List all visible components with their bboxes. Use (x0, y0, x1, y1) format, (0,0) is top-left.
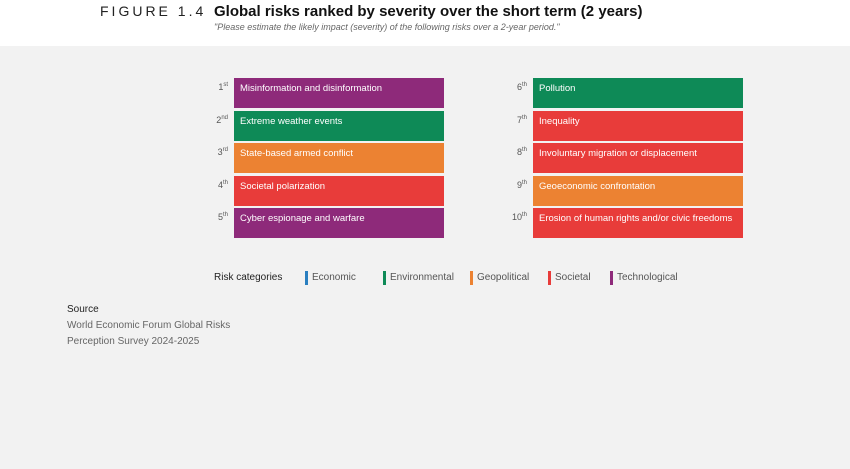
rank-label: 9th (497, 180, 527, 190)
source-line: World Economic Forum Global Risks (67, 320, 231, 331)
rank-label: 5th (198, 212, 228, 222)
rank-label: 3rd (198, 147, 228, 157)
legend-label: Economic (312, 272, 356, 283)
source-line: Perception Survey 2024-2025 (67, 336, 200, 347)
rank-suffix: th (521, 147, 527, 153)
legend-swatch (305, 271, 308, 285)
legend-title: Risk categories (214, 272, 283, 283)
legend-label: Technological (617, 272, 678, 283)
rank-label: 7th (497, 115, 527, 125)
rank-number: 2 (216, 114, 222, 125)
rank-suffix: nd (221, 114, 228, 121)
rank-number: 10 (511, 212, 522, 222)
rank-number: 8 (516, 147, 522, 157)
rank-number: 7 (516, 114, 522, 125)
legend-label: Environmental (390, 272, 454, 283)
risk-box: Cyber espionage and warfare (234, 208, 444, 238)
legend-swatch (470, 271, 473, 285)
header-band (0, 0, 850, 46)
rank-number: 6 (516, 82, 522, 92)
risk-box: Geoeconomic confrontation (533, 175, 743, 206)
rank-label: 6th (497, 82, 527, 92)
legend-item: Environmental (383, 271, 454, 285)
rank-suffix: th (222, 212, 228, 218)
rank-label: 1st (198, 82, 228, 92)
risk-box: Erosion of human rights and/or civic fre… (533, 208, 743, 238)
risk-box: Extreme weather events (234, 110, 444, 141)
source-title: Source (67, 304, 99, 315)
rank-suffix: st (223, 82, 228, 88)
legend-swatch (383, 271, 386, 285)
rank-label: 4th (198, 180, 228, 190)
rank-suffix: th (521, 114, 527, 121)
risk-box: Misinformation and disinformation (234, 78, 444, 108)
rank-number: 1 (218, 82, 224, 92)
legend-item: Economic (305, 271, 356, 285)
title: Global risks ranked by severity over the… (214, 3, 643, 20)
risk-box: State-based armed conflict (234, 143, 444, 173)
figure-label: FIGURE 1.4 (100, 3, 207, 19)
risk-box: Societal polarization (234, 175, 444, 206)
legend-item: Technological (610, 271, 678, 285)
rank-number: 9 (516, 179, 522, 190)
rank-suffix: th (521, 179, 527, 186)
rank-number: 4 (217, 179, 223, 190)
rank-label: 2nd (198, 115, 228, 125)
rank-label: 8th (497, 147, 527, 157)
risk-box: Pollution (533, 78, 743, 108)
legend-item: Geopolitical (470, 271, 530, 285)
rank-suffix: th (222, 179, 228, 186)
legend-label: Geopolitical (477, 272, 530, 283)
legend-swatch (548, 271, 551, 285)
rank-label: 10th (497, 212, 527, 222)
rank-suffix: rd (222, 147, 228, 153)
rank-suffix: th (521, 82, 527, 88)
rank-number: 3 (217, 147, 223, 157)
legend-swatch (610, 271, 613, 285)
rank-number: 5 (217, 212, 223, 222)
subtitle: "Please estimate the likely impact (seve… (214, 22, 560, 32)
legend-label: Societal (555, 272, 591, 283)
legend-item: Societal (548, 271, 591, 285)
risk-box: Inequality (533, 110, 743, 141)
rank-suffix: th (521, 212, 527, 218)
risk-box: Involuntary migration or displacement (533, 143, 743, 173)
